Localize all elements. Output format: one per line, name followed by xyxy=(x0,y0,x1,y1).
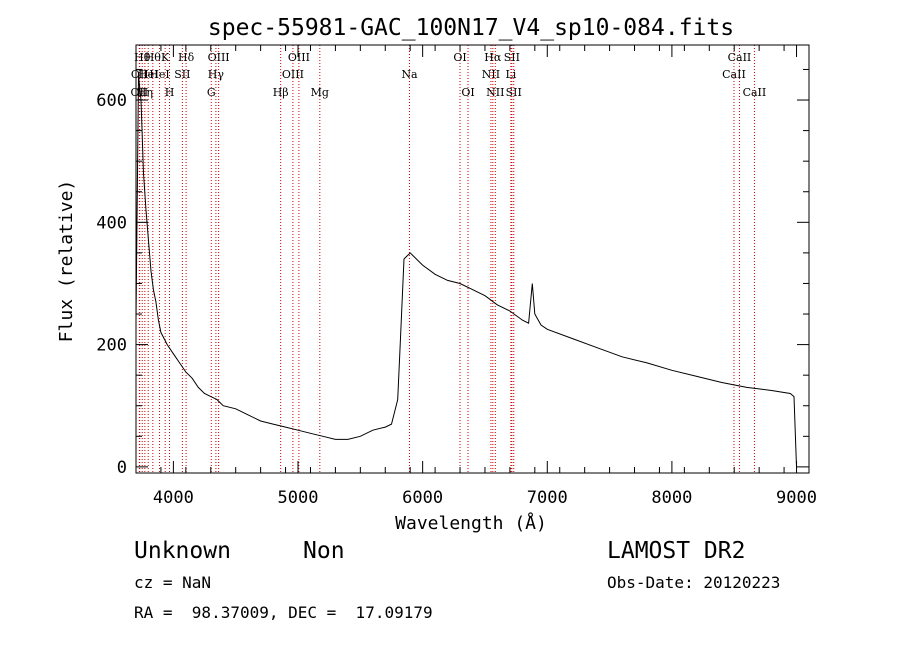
line-label: Li xyxy=(505,68,516,81)
survey-label: LAMOST DR2 xyxy=(607,538,746,564)
line-label: OII xyxy=(131,68,149,81)
line-label: Hθ xyxy=(134,51,151,64)
line-label: G xyxy=(207,86,216,99)
redshift-text: cz = NaN xyxy=(134,573,212,592)
line-label: CaII xyxy=(743,86,767,99)
y-tick-label: 400 xyxy=(96,213,127,233)
line-label: Hθ xyxy=(145,51,162,64)
y-axis-ticks: 0 200 400 600 xyxy=(96,68,809,478)
line-label: SII xyxy=(174,68,190,81)
y-axis-label: Flux (relative) xyxy=(56,180,77,343)
line-label: OI xyxy=(453,51,466,64)
emission-line-markers xyxy=(138,45,755,473)
coordinates-text: RA = 98.37009, DEC = 17.09179 xyxy=(134,603,433,622)
line-label: CaII xyxy=(722,68,746,81)
line-label: Hβ xyxy=(273,86,289,99)
line-label: HeI xyxy=(138,68,158,81)
line-label: Mg xyxy=(311,86,329,99)
emission-line-labels: OIIOIIHθHηHeIHθHeIKHSIIHδGHγOIIIHβOIIIOI… xyxy=(131,51,767,99)
line-label: H xyxy=(165,86,175,99)
chart-title: spec-55981-GAC_100N17_V4_sp10-084.fits xyxy=(208,15,734,41)
line-label: Hα xyxy=(484,51,502,64)
x-tick-label: 7000 xyxy=(527,488,568,508)
line-label: Hγ xyxy=(208,68,225,81)
line-label: K xyxy=(161,51,170,64)
obs-date-text: Obs-Date: 20120223 xyxy=(607,573,781,592)
line-label: OIII xyxy=(288,51,310,64)
line-label: OIII xyxy=(208,51,230,64)
x-tick-label: 5000 xyxy=(278,488,319,508)
plot-frame xyxy=(135,44,810,474)
line-label: Hη xyxy=(137,86,153,99)
x-tick-label: 8000 xyxy=(651,488,692,508)
subclass-label: Non xyxy=(303,538,345,564)
line-label: CaII xyxy=(728,51,752,64)
spectrum-line xyxy=(135,75,797,467)
line-label: NII xyxy=(486,86,504,99)
line-label: Na xyxy=(401,68,418,81)
line-label: OI xyxy=(461,86,474,99)
line-label: NII xyxy=(482,68,500,81)
x-axis-label: Wavelength (Å) xyxy=(395,512,547,534)
class-label: Unknown xyxy=(134,538,231,564)
x-tick-label: 4000 xyxy=(153,488,194,508)
y-tick-label: 0 xyxy=(117,458,127,478)
x-axis-ticks: 4000 5000 6000 7000 8000 9000 xyxy=(135,45,817,508)
y-tick-label: 200 xyxy=(96,336,127,356)
line-label: OII xyxy=(131,86,149,99)
line-label: OIII xyxy=(282,68,304,81)
line-label: HeI xyxy=(149,68,169,81)
line-label: Hδ xyxy=(178,51,195,64)
line-label: SII xyxy=(504,51,520,64)
x-tick-label: 9000 xyxy=(776,488,817,508)
x-tick-label: 6000 xyxy=(402,488,443,508)
line-label: SII xyxy=(506,86,522,99)
y-tick-label: 600 xyxy=(96,91,127,111)
